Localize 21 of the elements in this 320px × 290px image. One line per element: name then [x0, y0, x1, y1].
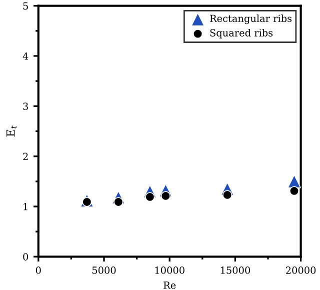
point — [114, 197, 124, 207]
x-tick-label: 0 — [36, 266, 41, 274]
y-tick-label: 4 — [22, 52, 28, 60]
y-tick-label: 1 — [24, 202, 28, 210]
point — [82, 197, 92, 207]
y-tick-label: 0 — [23, 253, 28, 260]
y-axis-title: E$_{t}$ — [6, 126, 16, 136]
x-axis-title: Re — [164, 282, 176, 289]
x-tick-label: 10000 — [155, 266, 184, 274]
y-tick-label: 2 — [23, 152, 28, 160]
x-tick-label: 15000 — [220, 266, 250, 274]
legend-label: Rectangular ribs — [210, 14, 292, 24]
point — [222, 190, 232, 200]
point — [160, 191, 170, 201]
point — [145, 192, 155, 202]
point — [289, 186, 300, 196]
x-tick-label: 5000 — [92, 266, 116, 274]
x-tick-label: 20000 — [286, 266, 316, 274]
y-tick-label: 3 — [23, 102, 28, 110]
legend-label: Squared ribs — [210, 28, 273, 38]
y-tick-label: 5 — [23, 2, 28, 10]
